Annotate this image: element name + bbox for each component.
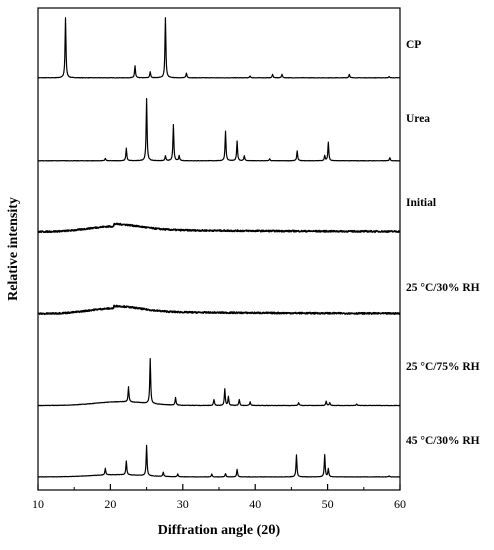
series-line-4 — [37, 357, 401, 407]
series-label-4: 25 °C/75% RH — [406, 361, 480, 373]
plot-frame — [37, 7, 401, 491]
series-line-3 — [37, 304, 401, 316]
x-axis-title: Diffration angle (2θ) — [158, 523, 281, 538]
series-label-1: Urea — [406, 113, 430, 125]
series-line-5 — [37, 444, 401, 478]
series-label-0: CP — [406, 39, 421, 51]
x-tick-label-4: 50 — [322, 497, 334, 511]
series-line-2 — [37, 222, 401, 234]
x-tick-label-0: 10 — [32, 497, 44, 511]
series-line-0 — [37, 17, 401, 79]
x-tick-label-5: 60 — [394, 497, 406, 511]
x-tick-label-1: 20 — [104, 497, 116, 511]
series-label-2: Initial — [406, 197, 436, 209]
x-tick-label-2: 30 — [177, 497, 189, 511]
series-labels-group: CP Urea Initial 25 °C/30% RH 25 °C/75% RH 45 … — [406, 39, 480, 447]
y-axis-title: Relative intensity — [6, 197, 21, 301]
series-label-5: 45 °C/30% RH — [406, 435, 480, 447]
series-label-3: 25 °C/30% RH — [406, 282, 480, 294]
x-ticks-group: 10 20 30 40 50 60 — [32, 484, 406, 511]
series-line-1 — [37, 97, 401, 162]
traces-group — [37, 17, 401, 478]
x-tick-label-3: 40 — [249, 497, 261, 511]
